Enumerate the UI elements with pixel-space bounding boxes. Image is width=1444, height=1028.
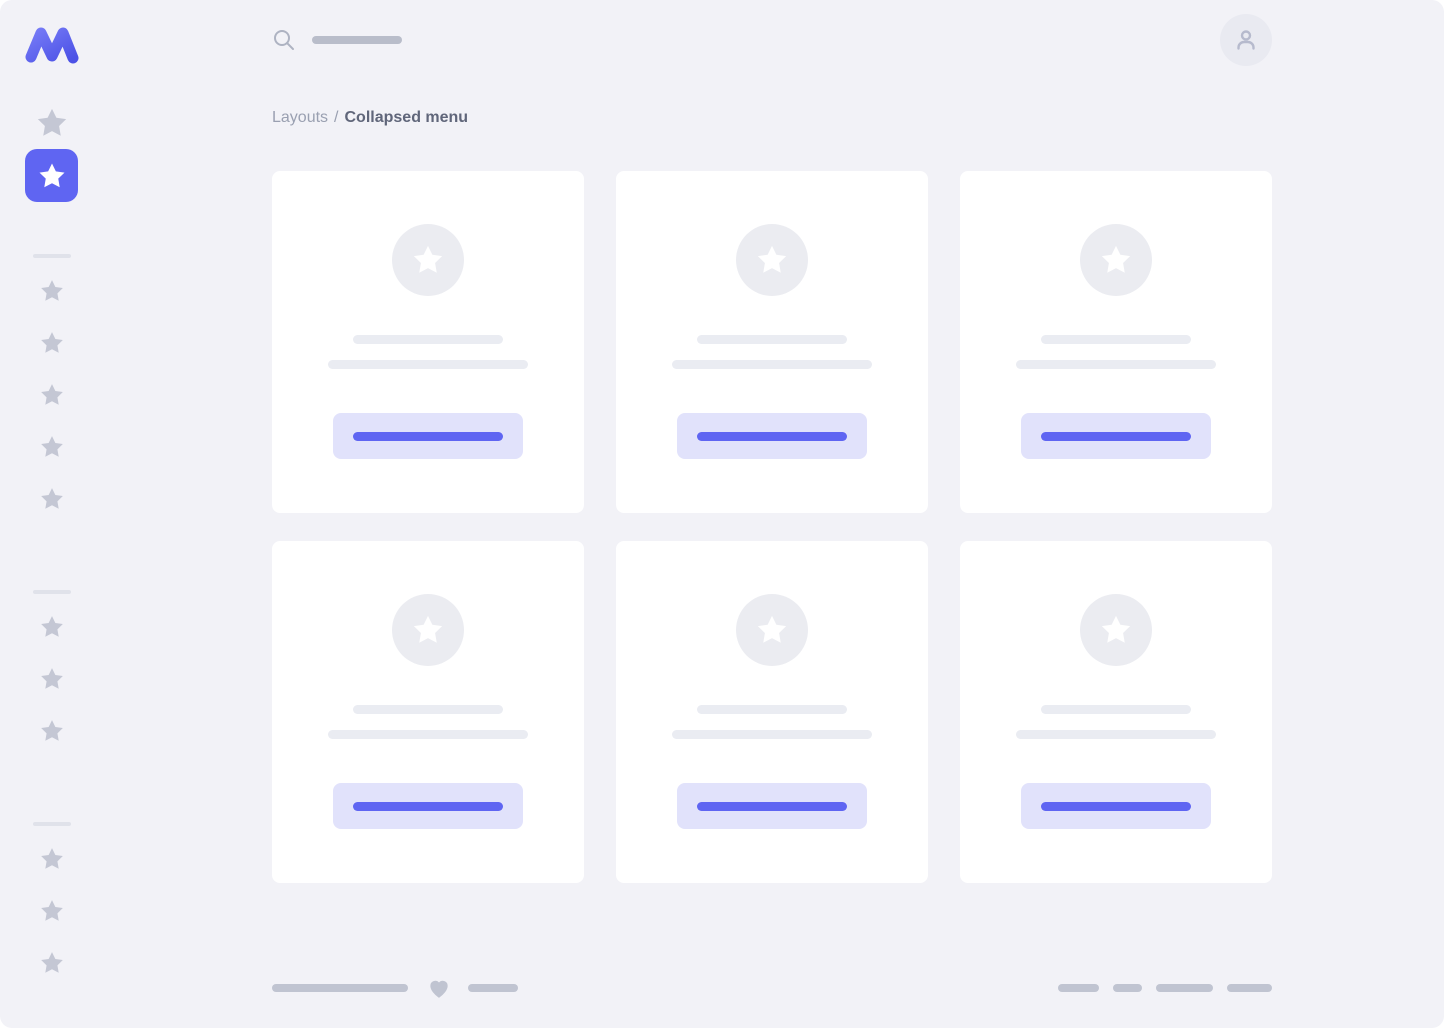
button-label-placeholder — [1041, 431, 1191, 441]
footer-text-placeholder — [272, 984, 408, 992]
search-icon[interactable] — [272, 28, 296, 52]
star-icon — [40, 384, 63, 405]
card-button-placeholder[interactable] — [1021, 783, 1211, 829]
card-text-placeholder-line — [1041, 705, 1191, 714]
star-icon — [757, 615, 787, 643]
star-icon — [40, 280, 63, 301]
search-input[interactable] — [312, 36, 402, 44]
card-avatar-circle — [392, 224, 464, 296]
card-text-placeholder-line — [353, 335, 503, 344]
card-text-placeholder-line — [1016, 360, 1216, 369]
card-avatar-circle — [1080, 224, 1152, 296]
footer — [272, 976, 1272, 1000]
app-logo[interactable] — [24, 25, 80, 65]
button-label-placeholder — [697, 801, 847, 811]
placeholder-card — [960, 541, 1272, 883]
sidebar-item-star[interactable] — [39, 846, 65, 872]
footer-link-placeholder[interactable] — [1058, 984, 1099, 992]
star-icon — [40, 900, 63, 921]
card-grid — [272, 171, 1272, 883]
card-avatar-circle — [736, 594, 808, 666]
card-text-placeholder-line — [328, 730, 528, 739]
sidebar — [0, 0, 103, 1028]
star-icon — [40, 616, 63, 637]
card-button-placeholder[interactable] — [333, 413, 523, 459]
card-avatar-circle — [1080, 594, 1152, 666]
placeholder-card — [616, 541, 928, 883]
star-icon — [757, 245, 787, 273]
card-text-placeholder-line — [672, 730, 872, 739]
card-button-placeholder[interactable] — [1021, 413, 1211, 459]
star-icon — [39, 163, 64, 187]
sidebar-item-star[interactable] — [39, 666, 65, 692]
breadcrumb-current: Collapsed menu — [344, 109, 469, 126]
star-icon — [37, 108, 66, 136]
card-text-placeholder-line — [353, 705, 503, 714]
breadcrumb-section[interactable]: Layouts — [272, 109, 329, 126]
star-icon — [413, 245, 443, 273]
card-text-placeholder-line — [1016, 730, 1216, 739]
sidebar-item-star[interactable] — [39, 950, 65, 976]
card-text-placeholder-line — [328, 360, 528, 369]
sidebar-divider — [32, 254, 71, 258]
sidebar-item-star[interactable] — [39, 614, 65, 640]
star-icon — [40, 848, 63, 869]
footer-link-placeholder[interactable] — [1227, 984, 1272, 992]
star-icon — [413, 615, 443, 643]
placeholder-card — [272, 541, 584, 883]
placeholder-card — [960, 171, 1272, 513]
star-icon — [1101, 615, 1131, 643]
card-text-placeholder-line — [672, 360, 872, 369]
topbar — [272, 14, 1272, 66]
user-icon — [1237, 30, 1255, 50]
button-label-placeholder — [353, 431, 503, 441]
sidebar-item-star[interactable] — [39, 486, 65, 512]
star-icon — [40, 952, 63, 973]
sidebar-item-star[interactable] — [39, 382, 65, 408]
star-icon — [40, 332, 63, 353]
card-text-placeholder-line — [697, 335, 847, 344]
button-label-placeholder — [697, 431, 847, 441]
footer-text-placeholder — [468, 984, 518, 992]
star-icon — [40, 668, 63, 689]
sidebar-item-star[interactable] — [39, 434, 65, 460]
card-text-placeholder-line — [697, 705, 847, 714]
card-text-placeholder-line — [1041, 335, 1191, 344]
sidebar-item-star-active[interactable] — [25, 149, 78, 202]
card-button-placeholder[interactable] — [677, 413, 867, 459]
footer-link-placeholder[interactable] — [1156, 984, 1213, 992]
heart-icon — [430, 980, 448, 998]
sidebar-item-star[interactable] — [39, 278, 65, 304]
sidebar-item-star[interactable] — [39, 718, 65, 744]
breadcrumb-separator: / — [334, 109, 339, 126]
star-icon — [40, 436, 63, 457]
star-icon — [40, 488, 63, 509]
sidebar-divider — [32, 822, 71, 826]
footer-links — [1058, 984, 1272, 992]
sidebar-item-star[interactable] — [35, 106, 69, 140]
button-label-placeholder — [1041, 801, 1191, 811]
m-logo-icon — [25, 27, 78, 64]
placeholder-card — [616, 171, 928, 513]
card-button-placeholder[interactable] — [333, 783, 523, 829]
sidebar-divider — [32, 590, 71, 594]
button-label-placeholder — [353, 801, 503, 811]
placeholder-card — [272, 171, 584, 513]
breadcrumb: Layouts / Collapsed menu — [272, 108, 1272, 128]
avatar[interactable] — [1220, 14, 1272, 66]
sidebar-item-star[interactable] — [39, 330, 65, 356]
main-content: Layouts / Collapsed menu — [272, 0, 1272, 1028]
sidebar-groups — [32, 202, 71, 976]
star-icon — [40, 720, 63, 741]
card-button-placeholder[interactable] — [677, 783, 867, 829]
sidebar-item-star[interactable] — [39, 898, 65, 924]
star-icon — [1101, 245, 1131, 273]
card-avatar-circle — [392, 594, 464, 666]
footer-link-placeholder[interactable] — [1113, 984, 1142, 992]
card-avatar-circle — [736, 224, 808, 296]
